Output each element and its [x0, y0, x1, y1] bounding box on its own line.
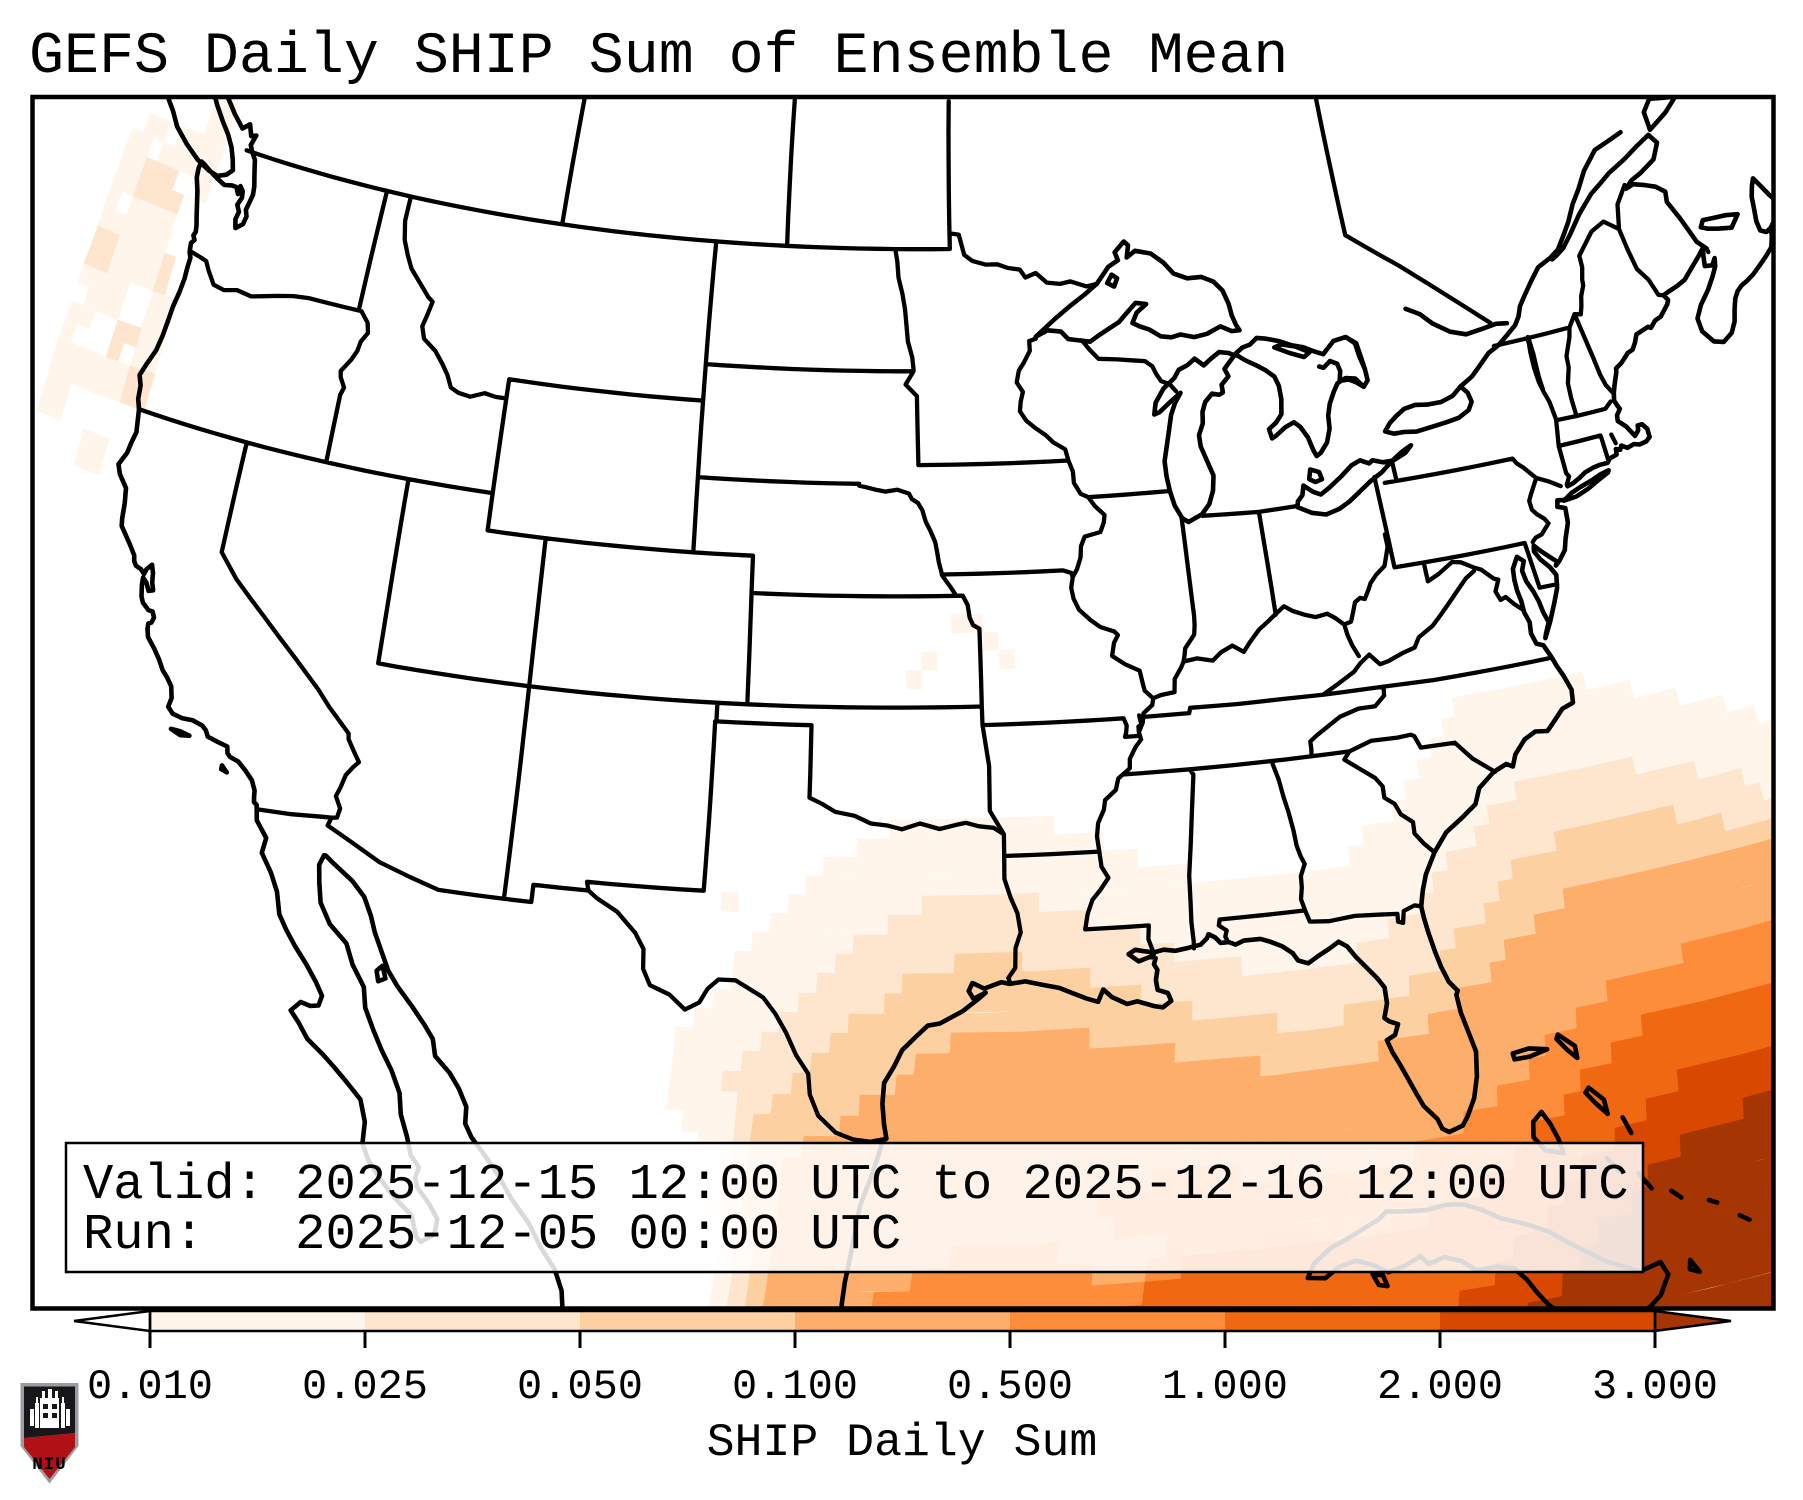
svg-text:Run: 2025-12-05 00:00 UTC: Run: 2025-12-05 00:00 UTC [83, 1207, 901, 1264]
svg-text:1.000: 1.000 [1162, 1363, 1288, 1411]
svg-text:SHIP Daily Sum: SHIP Daily Sum [707, 1416, 1098, 1469]
svg-text:0.025: 0.025 [302, 1363, 428, 1411]
svg-text:0.500: 0.500 [947, 1363, 1073, 1411]
svg-text:Valid: 2025-12-15 12:00 UTC to: Valid: 2025-12-15 12:00 UTC to 2025-12-1… [83, 1157, 1629, 1214]
svg-text:0.010: 0.010 [87, 1363, 213, 1411]
svg-text:0.050: 0.050 [517, 1363, 643, 1411]
svg-text:3.000: 3.000 [1592, 1363, 1718, 1411]
svg-text:2.000: 2.000 [1377, 1363, 1503, 1411]
svg-text:0.100: 0.100 [732, 1363, 858, 1411]
svg-text:GEFS Daily SHIP Sum of Ensembl: GEFS Daily SHIP Sum of Ensemble Mean [29, 23, 1288, 90]
svg-text:NIU: NIU [32, 1455, 67, 1475]
